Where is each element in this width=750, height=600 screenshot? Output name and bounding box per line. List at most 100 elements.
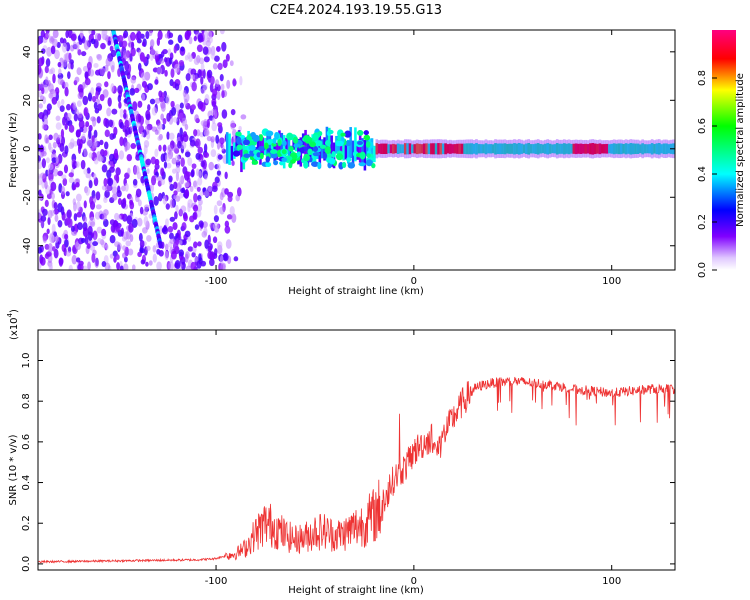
noise-speck — [109, 133, 115, 140]
carrier-cell — [425, 143, 428, 155]
carrier-blob — [358, 162, 366, 167]
noise-speck — [125, 240, 132, 247]
noise-speck — [71, 254, 77, 265]
noise-speck — [77, 222, 83, 231]
noise-speck — [99, 139, 104, 146]
carrier-halo — [506, 140, 509, 158]
noise-speck — [92, 173, 97, 180]
carrier-halo — [565, 139, 568, 158]
noise-speck — [96, 54, 103, 61]
noise-speck — [175, 165, 181, 174]
carrier-cell — [510, 143, 514, 154]
carrier-cell — [598, 143, 602, 155]
carrier-blob — [316, 140, 323, 147]
carrier-cell — [563, 143, 566, 155]
carrier-blob — [243, 153, 251, 158]
carrier-blob — [365, 141, 371, 148]
noise-speck — [107, 97, 112, 107]
noise-speck — [68, 124, 75, 133]
carrier-halo — [579, 139, 583, 158]
carrier-blob — [317, 161, 322, 170]
snr-x-label: Height of straight line (km) — [288, 585, 424, 596]
carrier-cell — [280, 132, 284, 166]
noise-speck — [155, 50, 159, 56]
carrier-cell — [641, 143, 644, 155]
noise-speck — [187, 235, 192, 242]
spectrogram-marks — [38, 30, 675, 270]
noise-speck — [70, 62, 74, 70]
noise-speck — [77, 112, 83, 119]
carrier-halo — [399, 140, 402, 158]
noise-speck — [123, 109, 127, 115]
noise-speck — [66, 217, 73, 228]
noise-speck — [38, 103, 43, 109]
noise-speck — [151, 175, 157, 186]
noise-speck — [83, 40, 90, 51]
y-tick-label: 40 — [22, 45, 33, 58]
noise-speck — [92, 95, 97, 103]
noise-speck — [214, 109, 218, 119]
carrier-cell — [411, 144, 414, 154]
noise-speck — [200, 260, 207, 267]
noise-speck — [185, 265, 192, 270]
noise-speck — [191, 163, 197, 169]
noise-speck — [174, 211, 178, 220]
noise-speck — [83, 107, 89, 117]
noise-speck — [224, 171, 228, 180]
noise-speck — [88, 30, 92, 35]
noise-speck — [41, 87, 45, 95]
noise-speck — [111, 108, 118, 115]
noise-speck — [103, 177, 108, 187]
noise-speck — [118, 101, 122, 109]
noise-speck — [38, 155, 41, 163]
noise-speck — [134, 87, 140, 94]
noise-speck — [177, 34, 183, 44]
noise-speck — [137, 251, 142, 258]
carrier-cell — [401, 144, 405, 154]
carrier-halo — [558, 139, 561, 158]
x-tick-label: 100 — [602, 276, 621, 287]
noise-speck — [45, 58, 51, 67]
noise-speck — [168, 261, 174, 270]
noise-speck — [203, 143, 208, 153]
noise-speck — [172, 222, 178, 231]
carrier-blob — [329, 157, 336, 165]
carrier-cell — [441, 143, 445, 155]
noise-speck — [39, 256, 46, 266]
noise-speck — [219, 74, 224, 82]
noise-speck — [214, 176, 220, 184]
noise-speck — [128, 223, 134, 233]
carrier-blob — [336, 140, 344, 147]
noise-speck — [141, 80, 148, 88]
noise-speck — [132, 264, 136, 270]
x-tick-label: -100 — [205, 276, 228, 287]
carrier-halo — [641, 139, 644, 159]
noise-speck — [150, 183, 155, 193]
noise-speck — [65, 191, 70, 197]
noise-speck — [77, 92, 84, 100]
noise-speck — [181, 222, 187, 231]
noise-speck — [40, 215, 47, 222]
carrier-halo — [403, 139, 407, 159]
noise-speck — [169, 238, 176, 245]
noise-speck — [63, 164, 69, 174]
noise-speck — [60, 98, 65, 106]
carrier-blob — [281, 140, 287, 147]
noise-speck — [154, 79, 159, 85]
noise-speck — [122, 252, 127, 259]
carrier-cell — [316, 135, 319, 160]
noise-speck — [132, 101, 138, 112]
noise-speck — [180, 46, 185, 52]
noise-speck — [48, 172, 54, 182]
carrier-blob — [258, 134, 264, 142]
noise-speck — [158, 144, 162, 152]
noise-speck — [118, 150, 125, 160]
carrier-halo — [503, 139, 507, 159]
noise-speck — [184, 151, 191, 158]
noise-speck — [116, 242, 122, 251]
noise-speck — [222, 252, 229, 262]
carrier-blob — [303, 153, 311, 162]
carrier-halo — [608, 140, 611, 158]
noise-speck — [94, 33, 101, 41]
noise-speck — [166, 162, 172, 169]
